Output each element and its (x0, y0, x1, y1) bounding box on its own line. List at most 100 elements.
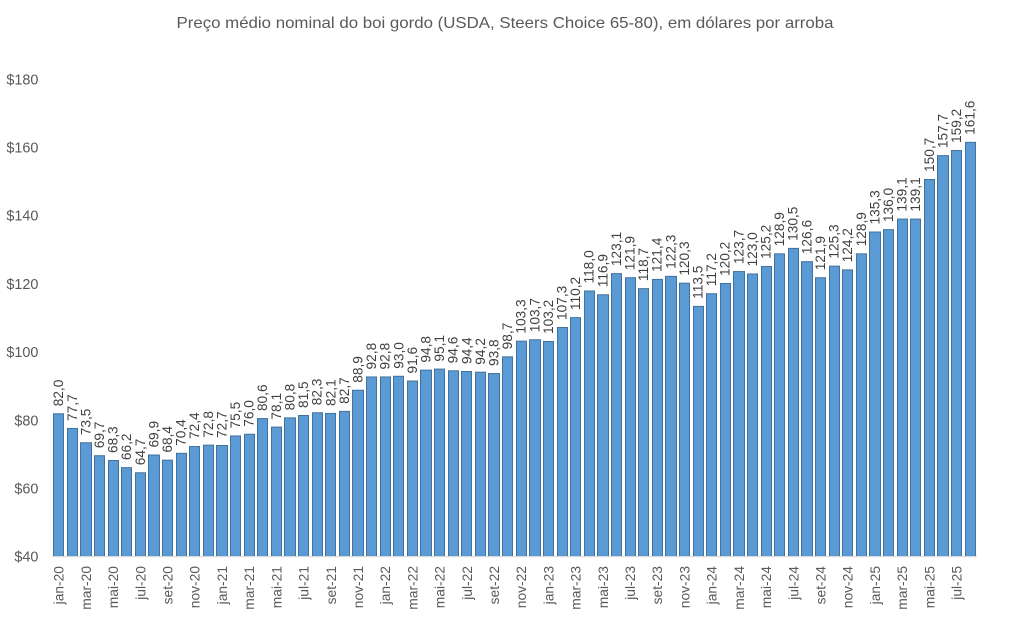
svg-text:jul-22: jul-22 (460, 566, 475, 601)
svg-text:76,0: 76,0 (242, 400, 257, 427)
svg-text:set-22: set-22 (487, 566, 502, 604)
svg-text:set-24: set-24 (813, 566, 828, 605)
svg-text:128,9: 128,9 (772, 212, 787, 246)
svg-text:95,1: 95,1 (432, 335, 447, 362)
svg-text:jan-24: jan-24 (705, 566, 720, 606)
svg-text:73,5: 73,5 (78, 408, 93, 435)
svg-text:110,2: 110,2 (568, 277, 583, 310)
svg-text:117,2: 117,2 (704, 253, 719, 286)
svg-text:$40: $40 (14, 550, 38, 566)
svg-text:93,0: 93,0 (391, 342, 406, 369)
svg-text:mai-21: mai-21 (269, 566, 284, 608)
svg-text:mar-25: mar-25 (895, 566, 910, 610)
svg-text:mai-24: mai-24 (759, 566, 774, 608)
svg-text:139,1: 139,1 (895, 177, 910, 211)
svg-text:mar-22: mar-22 (405, 566, 420, 610)
svg-text:94,2: 94,2 (473, 338, 488, 365)
svg-text:103,2: 103,2 (541, 300, 556, 334)
svg-text:$120: $120 (6, 277, 38, 293)
svg-text:jan-21: jan-21 (215, 566, 230, 605)
svg-text:mar-21: mar-21 (242, 566, 257, 610)
svg-text:jul-21: jul-21 (297, 566, 312, 601)
svg-text:126,6: 126,6 (799, 220, 814, 255)
svg-text:159,2: 159,2 (949, 109, 964, 143)
svg-text:69,7: 69,7 (92, 422, 107, 449)
svg-text:$160: $160 (6, 141, 38, 157)
svg-text:69,9: 69,9 (146, 421, 161, 448)
svg-text:116,9: 116,9 (595, 254, 610, 287)
svg-text:75,5: 75,5 (228, 401, 243, 428)
svg-text:nov-20: nov-20 (188, 566, 203, 609)
svg-text:161,6: 161,6 (963, 100, 978, 135)
svg-text:68,3: 68,3 (106, 426, 121, 453)
svg-text:136,0: 136,0 (881, 188, 896, 223)
svg-text:jul-20: jul-20 (133, 566, 148, 601)
svg-text:135,3: 135,3 (867, 190, 882, 225)
svg-text:113,5: 113,5 (691, 265, 706, 299)
svg-text:92,8: 92,8 (364, 342, 379, 369)
svg-text:82,0: 82,0 (51, 379, 66, 406)
svg-text:68,4: 68,4 (160, 426, 175, 453)
svg-text:94,4: 94,4 (459, 337, 474, 364)
svg-text:mai-22: mai-22 (433, 566, 448, 608)
svg-text:mar-24: mar-24 (732, 566, 747, 610)
svg-text:jan-22: jan-22 (378, 566, 393, 605)
svg-text:72,8: 72,8 (201, 411, 216, 438)
svg-text:93,8: 93,8 (487, 339, 502, 366)
svg-text:$100: $100 (6, 345, 38, 361)
svg-text:157,7: 157,7 (935, 114, 950, 148)
svg-text:nov-23: nov-23 (677, 566, 692, 609)
svg-text:mar-20: mar-20 (79, 566, 94, 610)
svg-text:78,1: 78,1 (269, 393, 284, 420)
svg-text:125,3: 125,3 (827, 224, 842, 259)
svg-text:Preço médio nominal do boi gor: Preço médio nominal do boi gordo (USDA, … (177, 15, 834, 32)
svg-text:$180: $180 (6, 72, 38, 88)
svg-text:jan-23: jan-23 (541, 566, 556, 606)
svg-text:103,7: 103,7 (527, 298, 542, 332)
svg-text:121,9: 121,9 (623, 236, 638, 270)
svg-text:82,3: 82,3 (310, 378, 325, 405)
svg-text:$80: $80 (14, 413, 38, 429)
svg-text:77,7: 77,7 (65, 394, 80, 421)
svg-text:121,4: 121,4 (650, 237, 665, 272)
svg-text:94,8: 94,8 (418, 336, 433, 363)
svg-text:66,2: 66,2 (119, 434, 134, 461)
svg-text:set-23: set-23 (650, 566, 665, 605)
svg-text:$140: $140 (6, 209, 38, 225)
svg-text:nov-22: nov-22 (514, 566, 529, 608)
svg-text:118,7: 118,7 (636, 248, 651, 281)
svg-text:103,3: 103,3 (514, 299, 529, 334)
svg-text:$60: $60 (14, 482, 38, 498)
svg-text:91,6: 91,6 (405, 347, 420, 374)
svg-text:72,7: 72,7 (214, 411, 229, 438)
svg-text:120,2: 120,2 (718, 242, 733, 276)
svg-text:jan-20: jan-20 (52, 566, 67, 606)
svg-text:88,9: 88,9 (350, 356, 365, 383)
svg-text:107,3: 107,3 (555, 285, 570, 320)
svg-text:128,9: 128,9 (854, 212, 869, 246)
svg-text:70,4: 70,4 (174, 419, 189, 446)
svg-text:jul-23: jul-23 (623, 566, 638, 601)
svg-text:64,7: 64,7 (133, 439, 148, 466)
svg-text:139,1: 139,1 (908, 177, 923, 211)
svg-text:94,6: 94,6 (446, 336, 461, 363)
svg-text:122,3: 122,3 (663, 234, 678, 269)
svg-text:98,7: 98,7 (500, 323, 515, 350)
svg-text:120,3: 120,3 (677, 241, 692, 276)
svg-text:nov-21: nov-21 (351, 566, 366, 608)
svg-text:mai-20: mai-20 (106, 566, 121, 608)
svg-text:123,7: 123,7 (731, 230, 746, 264)
svg-text:nov-24: nov-24 (841, 566, 856, 609)
svg-text:mai-25: mai-25 (922, 566, 937, 608)
svg-text:81,5: 81,5 (296, 381, 311, 408)
svg-text:92,8: 92,8 (378, 342, 393, 369)
svg-text:124,2: 124,2 (840, 228, 855, 262)
svg-text:set-21: set-21 (324, 566, 339, 604)
svg-text:jul-25: jul-25 (950, 566, 965, 601)
svg-text:80,8: 80,8 (282, 383, 297, 410)
svg-text:123,1: 123,1 (609, 232, 624, 266)
svg-text:125,2: 125,2 (759, 225, 774, 259)
svg-text:130,5: 130,5 (786, 206, 801, 241)
svg-text:123,0: 123,0 (745, 232, 760, 267)
svg-text:mai-23: mai-23 (596, 566, 611, 608)
